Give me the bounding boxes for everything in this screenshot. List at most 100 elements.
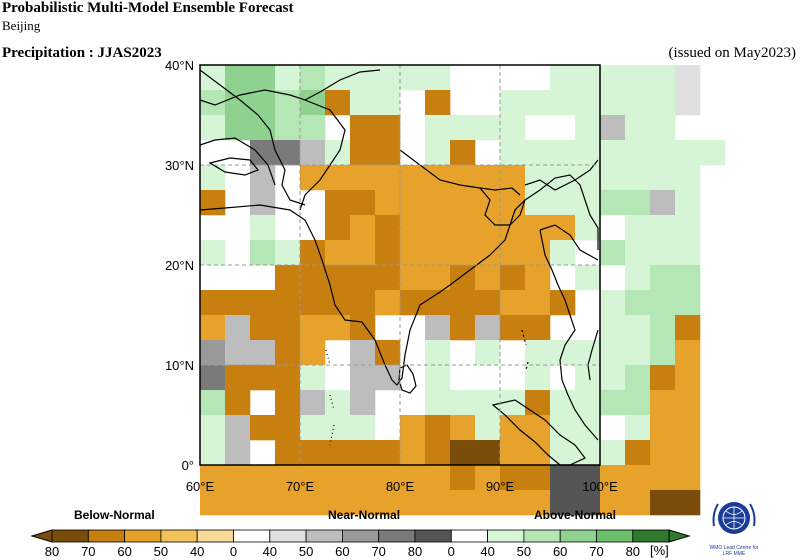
grid-cell [475,390,501,416]
grid-cell [225,390,251,416]
colorbar-swatch [87,529,126,543]
grid-cell [250,415,276,441]
grid-cell [525,90,551,116]
grid-cell [650,390,676,416]
wmo-emblem-icon [712,502,756,534]
grid-cell [300,365,326,391]
grid-cell [325,315,351,341]
grid-cell [625,240,651,266]
grid-cell [625,190,651,216]
grid-cell [350,465,376,491]
grid-cell [350,215,376,241]
grid-cell [625,165,651,191]
grid-cell [650,490,676,516]
graticule [200,65,600,465]
grid-cell [400,465,426,491]
colorbar-swatch [305,529,343,543]
grid-cell [300,415,326,441]
grid-cell [400,415,426,441]
grid-cell [550,440,576,466]
latitude-labels: 40°N 30°N 20°N 10°N 0° [165,58,194,473]
colorbar-tick-label: 50 [517,544,531,559]
grid-cell [425,390,451,416]
grid-cell [625,490,651,516]
grid-cell [650,190,676,216]
grid-cell [200,365,226,391]
grid-cell [500,265,526,291]
grid-cell [250,165,276,191]
lon-label: 80°E [386,479,415,494]
grid-cell [425,365,451,391]
grid-cell [300,290,326,316]
grid-cell [425,240,451,266]
grid-cell [425,415,451,441]
legend-category-near: Near-Normal [328,508,401,522]
grid-cell [525,365,551,391]
grid-cell [650,340,676,366]
grid-cell [200,115,226,141]
grid-cell [475,340,501,366]
grid-cell [625,65,651,91]
grid-cell [400,490,426,516]
grid-cell [400,265,426,291]
lon-label: 70°E [286,479,315,494]
grid-cell [250,65,276,91]
grid-cell [250,240,276,266]
grid-cell [600,440,626,466]
grid-cell [225,340,251,366]
grid-cell [450,240,476,266]
grid-cell [450,465,476,491]
grid-cell [575,115,601,141]
grid-cell [650,140,676,166]
coastline [199,69,599,466]
grid-cell [325,90,351,116]
grid-cell [200,190,226,216]
grid-cell [475,265,501,291]
grid-cell [325,240,351,266]
grid-cell [450,140,476,166]
grid-cell [225,315,251,341]
lat-label: 40°N [165,58,194,73]
grid-cell [275,340,301,366]
grid-cell [375,90,401,116]
grid-cell [225,290,251,316]
grid-cell [200,465,226,491]
logo-text-1: WMO Lead Centre for [709,545,759,551]
grid-cell [500,165,526,191]
grid-cell [275,65,301,91]
colorbar-tick-label: 40 [263,544,277,559]
grid-cell [375,190,401,216]
grid-cell [425,265,451,291]
grid-cell [200,340,226,366]
grid-cell [250,340,276,366]
grid-cell [575,365,601,391]
map-frame [199,64,601,466]
grid-cell [625,340,651,366]
grid-cell [350,90,376,116]
grid-cell [225,465,251,491]
grid-cell [500,215,526,241]
grid-cell [425,465,451,491]
grid-cell [400,190,426,216]
grid-cell [300,340,326,366]
grid-cell [675,240,701,266]
grid-cell [350,315,376,341]
grid-cell [625,365,651,391]
grid-cell [475,290,501,316]
legend-category-below: Below-Normal [74,508,155,522]
grid-cell [550,240,576,266]
grid-cell [450,290,476,316]
lat-label: 30°N [165,158,194,173]
grid-cell [475,240,501,266]
grid-cell [350,290,376,316]
grid-cell [425,190,451,216]
grid-cell [500,90,526,116]
grid-cell [400,440,426,466]
grid-cell [325,440,351,466]
colorbar-swatch [233,529,271,543]
grid-cell [425,315,451,341]
grid-cell [400,165,426,191]
grid-cell [600,340,626,366]
grid-cell [375,140,401,166]
grid-cell [475,440,501,466]
